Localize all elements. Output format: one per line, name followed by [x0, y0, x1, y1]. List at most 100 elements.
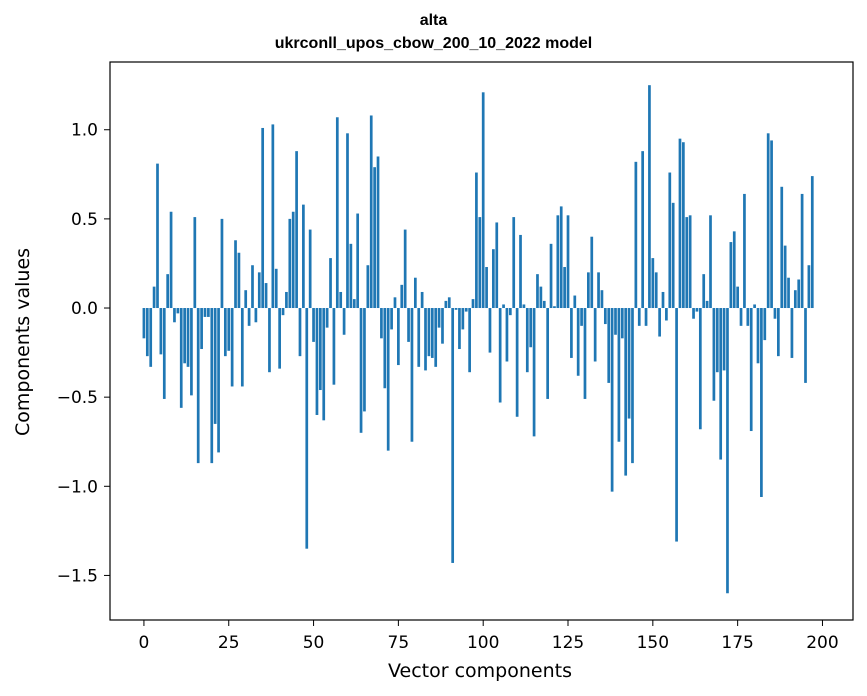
x-axis-label: Vector components	[388, 660, 572, 682]
bar-component-58	[339, 291, 343, 309]
bar-component-132	[590, 236, 594, 309]
bar-component-168	[712, 308, 716, 401]
bar-component-167	[709, 215, 712, 309]
bar-component-54	[325, 308, 329, 328]
bar-component-92	[454, 308, 458, 310]
bar-component-154	[665, 308, 668, 321]
bar-component-99	[478, 217, 482, 309]
bar-component-38	[271, 124, 275, 309]
bar-component-95	[464, 308, 468, 312]
bar-component-60	[346, 133, 349, 309]
bar-component-183	[763, 308, 767, 341]
y-tick-label: 0.0	[71, 299, 98, 319]
bar-component-111	[519, 234, 522, 309]
bar-component-29	[240, 308, 244, 387]
bar-component-32	[251, 265, 254, 309]
bar-component-19	[207, 308, 210, 317]
bar-component-128	[576, 308, 580, 376]
bar-component-47	[302, 204, 305, 309]
bar-component-152	[658, 308, 661, 337]
chart-title: alta	[419, 12, 448, 29]
bar-component-25	[227, 308, 231, 351]
bar-component-65	[363, 308, 366, 412]
bar-component-15	[193, 217, 197, 309]
bar-component-170	[719, 308, 723, 460]
bar-component-190	[787, 277, 790, 309]
bar-component-5	[159, 308, 163, 355]
bar-component-93	[458, 308, 461, 350]
bar-component-164	[698, 308, 702, 430]
x-axis-ticks: 0 25 50 75 100 125 150 175 200	[139, 620, 839, 653]
bar-component-101	[485, 267, 488, 309]
bar-component-100	[481, 92, 485, 309]
bar-component-184	[766, 133, 770, 309]
bar-component-77	[403, 229, 407, 309]
bar-component-102	[488, 308, 492, 353]
y-axis-ticks: −1.5 −1.0 −0.5 0.0 0.5 1.0	[57, 121, 110, 586]
bar-component-75	[397, 308, 400, 366]
y-tick-label: −0.5	[57, 388, 98, 408]
bar-component-112	[522, 304, 526, 309]
bar-component-43	[288, 218, 292, 309]
bar-component-186	[773, 308, 777, 319]
bar-component-57	[335, 117, 339, 309]
bar-component-181	[756, 308, 760, 364]
bar-component-179	[749, 308, 753, 432]
bar-component-197	[810, 176, 814, 309]
bar-component-51	[315, 308, 319, 415]
bar-component-182	[760, 308, 763, 497]
bar-component-82	[420, 291, 424, 309]
bar-component-87	[437, 308, 441, 328]
bar-component-122	[556, 215, 560, 309]
bar-component-140	[617, 308, 621, 442]
bar-component-2	[149, 308, 153, 367]
bar-component-130	[583, 308, 587, 399]
bar-component-108	[508, 308, 512, 316]
x-tick-label: 125	[552, 633, 584, 653]
bar-component-159	[682, 142, 685, 309]
y-tick-label: 1.0	[71, 121, 98, 141]
bar-component-74	[393, 297, 397, 309]
bar-component-150	[651, 258, 655, 309]
bar-component-13	[186, 308, 190, 367]
bar-component-143	[627, 308, 631, 419]
bar-component-113	[525, 308, 529, 373]
bar-component-138	[610, 308, 614, 492]
bar-component-3	[152, 286, 156, 309]
bar-component-78	[407, 308, 410, 342]
bar-component-62	[352, 299, 356, 309]
bar-component-165	[702, 274, 706, 309]
bar-component-11	[179, 308, 183, 408]
x-tick-label: 75	[388, 633, 410, 653]
bar-component-22	[217, 308, 220, 453]
bar-component-91	[451, 308, 455, 563]
bar-component-88	[441, 308, 444, 344]
bar-component-106	[502, 304, 505, 309]
bar-component-196	[807, 265, 811, 309]
bar-component-97	[471, 299, 475, 309]
bar-component-139	[614, 308, 617, 335]
bar-component-175	[736, 286, 739, 309]
bar-component-45	[295, 151, 298, 309]
bar-component-79	[410, 308, 414, 442]
bar-component-44	[291, 211, 295, 309]
bar-component-156	[671, 202, 675, 309]
bar-component-133	[593, 308, 597, 362]
x-tick-label: 175	[721, 633, 753, 653]
bar-component-55	[329, 258, 332, 309]
bar-component-59	[342, 308, 346, 335]
bar-component-67	[369, 115, 373, 309]
bar-component-124	[563, 267, 566, 309]
bar-component-137	[607, 308, 611, 383]
bar-component-9	[173, 308, 176, 323]
bar-component-61	[349, 243, 353, 309]
bar-component-50	[312, 308, 315, 342]
bar-component-162	[692, 308, 695, 319]
bar-component-169	[715, 308, 719, 373]
bar-component-115	[532, 308, 536, 437]
bar-component-144	[631, 308, 634, 464]
chart-subtitle: ukrconll_upos_cbow_200_10_2022 model	[274, 35, 593, 52]
bar-component-104	[495, 222, 499, 309]
bar-component-35	[261, 127, 265, 309]
bar-component-24	[223, 308, 227, 357]
